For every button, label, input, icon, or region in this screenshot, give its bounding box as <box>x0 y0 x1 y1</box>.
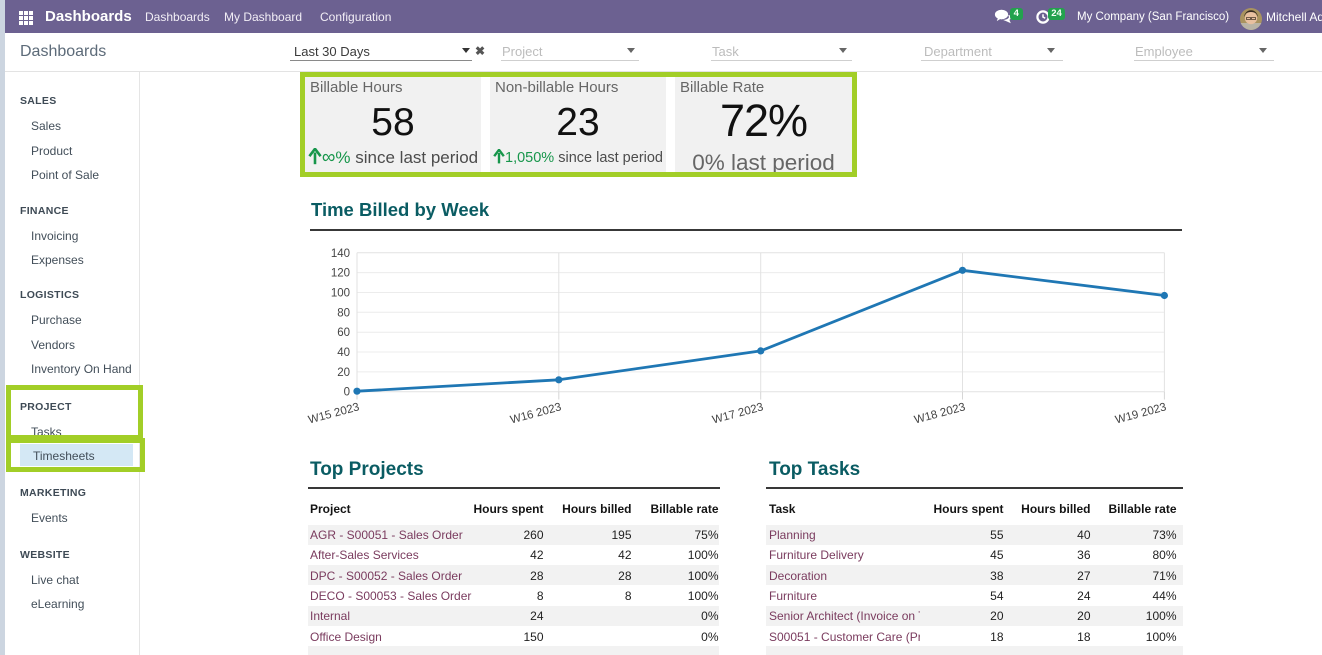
svg-text:100: 100 <box>331 288 350 300</box>
svg-text:60: 60 <box>337 327 350 339</box>
svg-text:W15 2023: W15 2023 <box>307 401 361 426</box>
svg-text:0: 0 <box>344 387 350 399</box>
svg-text:140: 140 <box>331 248 350 260</box>
svg-text:120: 120 <box>331 268 350 280</box>
svg-text:W17 2023: W17 2023 <box>711 401 765 426</box>
svg-text:40: 40 <box>337 347 350 359</box>
svg-text:80: 80 <box>337 307 350 319</box>
svg-text:20: 20 <box>337 367 350 379</box>
svg-text:W19 2023: W19 2023 <box>1114 401 1168 426</box>
svg-text:W16 2023: W16 2023 <box>509 401 563 426</box>
svg-text:W18 2023: W18 2023 <box>913 401 967 426</box>
